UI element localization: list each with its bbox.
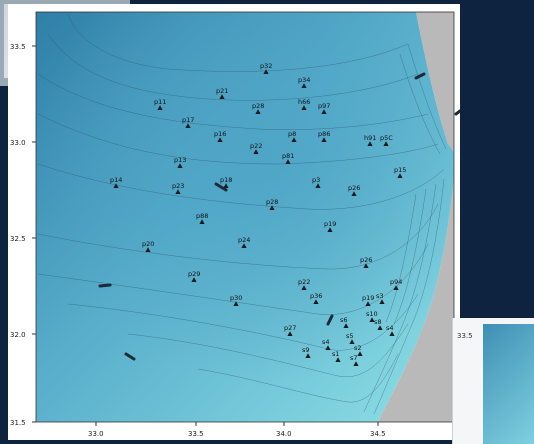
station-label: p3 [312, 176, 320, 184]
y-tick-label: 33.0 [10, 139, 26, 147]
station-label: s3 [376, 292, 384, 300]
map-panel[interactable]: p32 p34 p11 p21 p28 h66 p97 p17 p16 p8 p86 h91 p5C p1… [8, 4, 460, 440]
station-label: p11 [154, 98, 166, 106]
station-label: p5C [380, 134, 393, 142]
station-label: s7 [350, 354, 358, 362]
station-label: p8 [288, 130, 296, 138]
y-tick-label: 33.5 [10, 43, 26, 51]
station-label: p34 [298, 76, 310, 84]
deep-water-shade [36, 12, 454, 422]
station-label: p32 [260, 62, 272, 70]
station-label: h66 [298, 98, 310, 106]
y-tick-label: 31.5 [10, 419, 26, 427]
station-label: s5 [346, 332, 354, 340]
station-label: p24 [238, 236, 250, 244]
station-label: p30 [230, 294, 242, 302]
station-label: s8 [374, 318, 382, 326]
station-label: s4 [386, 324, 394, 332]
y-tick-label: 32.0 [10, 331, 26, 339]
station-label: p21 [216, 87, 228, 95]
station-label: p15 [394, 166, 406, 174]
station-label: p86 [318, 130, 330, 138]
station-label: p19 [362, 294, 374, 302]
x-tick-label: 34.5 [370, 430, 386, 438]
station-label: p23 [172, 182, 184, 190]
x-tick-label: 33.0 [88, 430, 104, 438]
station-label: p14 [110, 176, 122, 184]
station-label: s10 [366, 310, 378, 318]
station-label: p97 [318, 102, 330, 110]
station-label: p88 [196, 212, 208, 220]
station-label: p22 [250, 142, 262, 150]
station-label: p18 [220, 176, 232, 184]
y-tick-label: 32.5 [10, 235, 26, 243]
x-tick-label: 33.5 [188, 430, 204, 438]
map-canvas[interactable]: p32 p34 p11 p21 p28 h66 p97 p17 p16 p8 p86 h91 p5C p1… [8, 4, 460, 440]
station-label: p26 [360, 256, 372, 264]
x-tick-label: 34.0 [276, 430, 292, 438]
station-label: p19 [324, 220, 336, 228]
station-label: p13 [174, 156, 186, 164]
y-axis: 33.5 33.0 32.5 32.0 31.5 [10, 43, 36, 427]
station-label: p16 [214, 130, 226, 138]
station-label: s1 [332, 350, 340, 358]
inset-y-tick-label: 33.5 [457, 332, 473, 340]
station-label: s6 [340, 316, 348, 324]
inset-map [483, 324, 534, 444]
station-label: p20 [142, 240, 154, 248]
station-label: p28 [252, 102, 264, 110]
x-axis: 33.0 33.5 34.0 34.5 [88, 422, 386, 438]
station-label: s2 [354, 344, 362, 352]
station-label: p22 [298, 278, 310, 286]
station-label: p17 [182, 116, 194, 124]
inset-window[interactable]: 33.5 [452, 318, 534, 444]
station-label: h91 [364, 134, 376, 142]
station-label: p27 [284, 324, 296, 332]
station-label: p29 [188, 270, 200, 278]
station-label: p94 [390, 278, 402, 286]
station-label: p28 [266, 198, 278, 206]
station-label: p36 [310, 292, 322, 300]
station-label: p81 [282, 152, 294, 160]
station-label: p26 [348, 184, 360, 192]
station-label: s9 [302, 346, 310, 354]
station-label: s4 [322, 338, 330, 346]
